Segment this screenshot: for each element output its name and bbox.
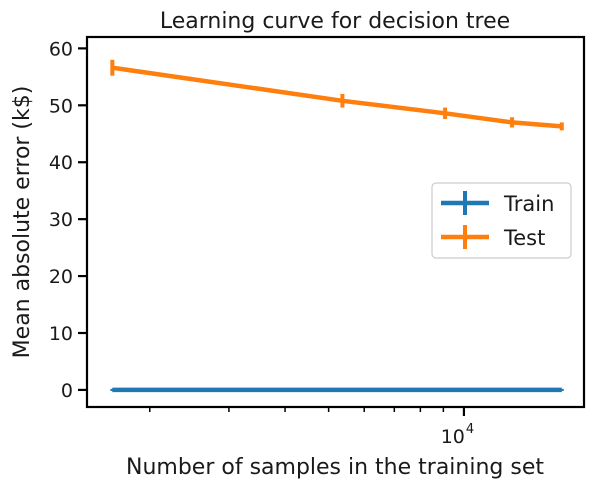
legend-label-test: Test [503, 226, 545, 250]
x-tick-label: 10 [441, 426, 465, 448]
y-tick-label: 0 [61, 380, 73, 402]
x-axis-ticks: 10 4 [149, 407, 474, 448]
y-tick-label: 40 [49, 152, 73, 174]
y-axis-label: Mean absolute error (k$) [10, 86, 35, 359]
y-tick-label: 30 [49, 209, 73, 231]
y-axis-ticks: 0 10 20 30 40 50 60 [49, 38, 87, 402]
y-tick-label: 20 [49, 266, 73, 288]
y-tick-label: 60 [49, 38, 73, 60]
legend-label-train: Train [503, 192, 554, 216]
legend: Train Test [431, 182, 572, 259]
x-axis-label: Number of samples in the training set [126, 455, 544, 480]
chart-title: Learning curve for decision tree [160, 9, 510, 34]
y-tick-label: 50 [49, 95, 73, 117]
series-line-test [111, 65, 562, 129]
y-tick-label: 10 [49, 323, 73, 345]
axes-frame [85, 35, 586, 409]
x-tick-label-exponent: 4 [466, 422, 474, 437]
plot-area [110, 59, 564, 393]
